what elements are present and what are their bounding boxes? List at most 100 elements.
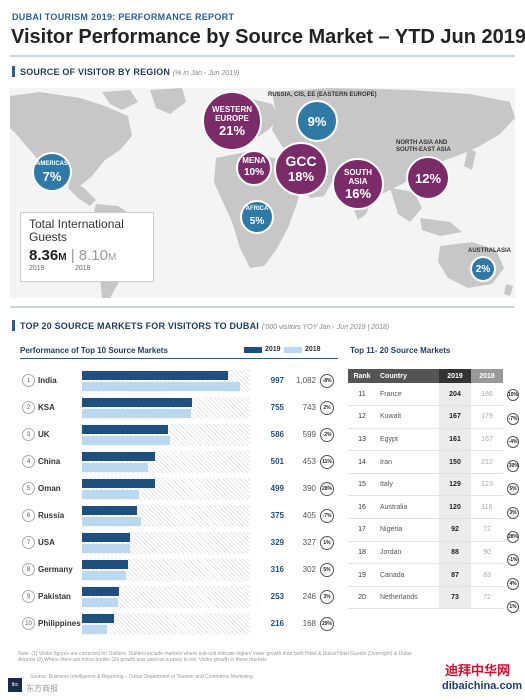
table-row: 14 Iran 150 212 [348, 450, 503, 474]
bar-track [82, 505, 250, 527]
change-badge: 28% [507, 530, 519, 543]
markets-heading-text: TOP 20 SOURCE MARKETS FOR VISITORS TO DU… [20, 321, 259, 331]
region-heading-text: SOURCE OF VISITOR BY REGION [20, 67, 171, 77]
total-label-2: Guests [29, 230, 68, 244]
change-badge: -2% [320, 428, 334, 442]
market-name: Russia [38, 511, 65, 520]
value-2019: 329 [270, 538, 284, 547]
value-2019-cell: 120 [439, 495, 471, 520]
value-2019-cell: 73 [439, 586, 471, 610]
total-2019-value: 8.36 [29, 247, 59, 264]
rank-badge: 6 [22, 509, 35, 522]
bar-2018 [82, 517, 142, 526]
western-europe-value: 21% [218, 122, 246, 138]
value-2018: 1,082 [295, 376, 316, 385]
market-name: China [38, 457, 61, 466]
market-row: 6 Russia 375 405 -7% [20, 503, 340, 529]
publisher-logo-text: 东方商报 [26, 684, 58, 693]
bar-2019 [82, 560, 129, 569]
watermark-cn: 迪拜中华网 [445, 664, 511, 679]
rank-badge: 4 [22, 455, 35, 468]
legend-2019-label: 2019 [265, 346, 281, 353]
market-row: 5 Oman 499 390 28% [20, 476, 340, 502]
north-asia-label-1: NORTH ASIA AND [396, 140, 448, 146]
bubble-africa: AFRICA 5% [240, 200, 274, 234]
value-2018: 168 [302, 619, 316, 628]
bar-2018 [82, 625, 107, 634]
value-2019-cell: 87 [439, 563, 471, 587]
north-asia-value: 12% [414, 170, 442, 186]
country-cell: France [376, 383, 439, 407]
bar-2019 [82, 587, 119, 596]
change-badge: -1% [507, 554, 519, 567]
value-2018-cell: 90 [471, 541, 503, 565]
value-2019-cell: 167 [439, 405, 471, 429]
bubble-south-asia: SOUTH ASIA 16% [332, 158, 384, 210]
value-2018: 453 [302, 457, 316, 466]
value-2019: 253 [270, 592, 284, 601]
north-asia-label: NORTH ASIA AND SOUTH-EAST ASIA [396, 140, 451, 154]
change-badge: 2% [320, 401, 334, 415]
change-badge: 3% [507, 507, 519, 519]
market-name: Philippines [38, 619, 81, 628]
col-rank-header: Rank [348, 369, 376, 383]
bar-2018 [82, 571, 127, 580]
section-marker [12, 66, 15, 77]
change-badge: 3% [320, 590, 334, 604]
table-row: 12 Kuwait 167 179 [348, 405, 503, 429]
market-name: UK [38, 430, 50, 439]
rank-badge: 9 [22, 590, 35, 603]
legend-2018-swatch [284, 346, 302, 353]
mena-value: 10% [243, 167, 264, 178]
value-2019-cell: 88 [439, 541, 471, 565]
bar-2019 [82, 371, 228, 380]
total-year-2019: 2019 [29, 265, 45, 272]
country-cell: Egypt [376, 428, 439, 452]
bar-track [82, 397, 250, 419]
value-2019: 501 [270, 457, 284, 466]
value-2018-cell: 72 [471, 586, 503, 610]
watermark-en: dibaichina.com [442, 680, 523, 692]
value-2018: 743 [302, 403, 316, 412]
bubble-australasia: 2% [470, 256, 496, 282]
rank-badge: 5 [22, 482, 35, 495]
value-2019: 755 [270, 403, 284, 412]
bar-track [82, 586, 250, 608]
value-2018: 405 [302, 511, 316, 520]
africa-value: 5% [249, 216, 265, 227]
table-row: 16 Australia 120 116 [348, 495, 503, 520]
value-2018: 390 [302, 484, 316, 493]
value-2019-cell: 161 [439, 428, 471, 452]
section-marker-2 [12, 320, 15, 331]
change-badge: 28% [320, 482, 334, 496]
bar-2019 [82, 614, 114, 623]
change-badge: 1% [320, 536, 334, 550]
change-badge: 5% [320, 563, 334, 577]
footnote: Note: (1) Visitor figures are corrected … [18, 651, 412, 663]
change-badge: -30% [507, 459, 519, 472]
change-badge: -4% [507, 436, 519, 449]
table-row: 19 Canada 87 83 [348, 563, 503, 587]
south-asia-name-2: ASIA [348, 176, 368, 186]
publisher-logo: tbc [8, 678, 22, 692]
markets-section-heading: TOP 20 SOURCE MARKETS FOR VISITORS TO DU… [20, 321, 389, 331]
report-label: DUBAI TOURISM 2019: PERFORMANCE REPORT [12, 12, 235, 22]
bubble-western-europe: WESTERN EUROPE 21% [202, 91, 262, 151]
south-asia-value: 16% [344, 185, 372, 201]
rank-cell: 15 [348, 473, 376, 497]
bar-track [82, 559, 250, 581]
market-name: India [38, 376, 57, 385]
total-unit-2019: M [58, 252, 67, 263]
page-title: Visitor Performance by Source Market – Y… [11, 26, 525, 48]
total-values: 8.36M | 8.10M [29, 247, 117, 264]
rank-cell: 17 [348, 518, 376, 542]
value-2019: 997 [270, 376, 284, 385]
bar-2018 [82, 463, 149, 472]
table-row: 11 France 204 186 [348, 383, 503, 407]
rank-cell: 20 [348, 586, 376, 610]
total-label-1: Total International [29, 217, 124, 231]
bar-2019 [82, 479, 155, 488]
country-cell: Netherlands [376, 586, 439, 610]
value-2018: 246 [302, 592, 316, 601]
change-badge: 10% [507, 389, 519, 401]
